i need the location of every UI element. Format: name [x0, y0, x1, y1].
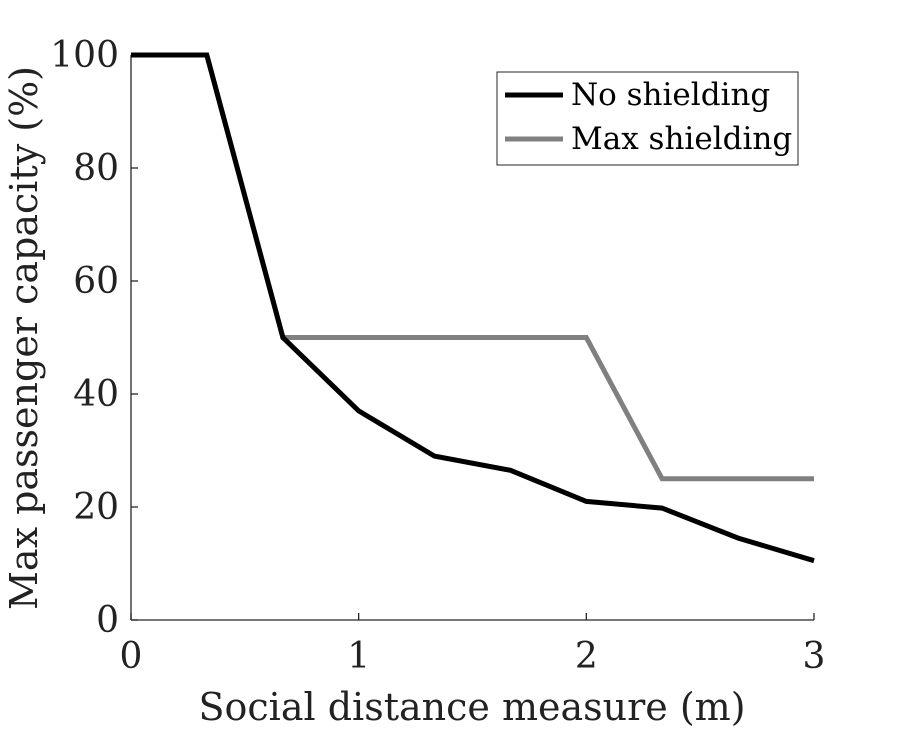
legend-label-no-shielding: No shielding: [571, 77, 770, 113]
ticks: 0 1 2 3 0 20 40 60 80 100: [50, 35, 825, 677]
x-tick-label: 0: [120, 636, 143, 677]
legend-label-max-shielding: Max shielding: [571, 121, 792, 157]
y-axis-title: Max passenger capacity (%): [2, 66, 46, 610]
y-tick-label: 0: [96, 600, 119, 641]
y-tick-label: 60: [73, 261, 119, 302]
series-line-no-shielding: [131, 52, 815, 564]
y-tick-label: 40: [73, 374, 119, 415]
x-tick-label: 3: [803, 636, 826, 677]
x-tick-label: 1: [347, 636, 370, 677]
y-tick-label: 20: [73, 487, 119, 528]
series-layer: [131, 52, 815, 564]
y-tick-label: 100: [50, 35, 119, 76]
axes: [130, 55, 814, 621]
legend: No shielding Max shielding: [496, 71, 799, 166]
y-tick-label: 80: [73, 148, 119, 189]
x-tick-label: 2: [575, 636, 598, 677]
legend-box: [496, 71, 799, 166]
x-axis-title: Social distance measure (m): [198, 685, 745, 729]
